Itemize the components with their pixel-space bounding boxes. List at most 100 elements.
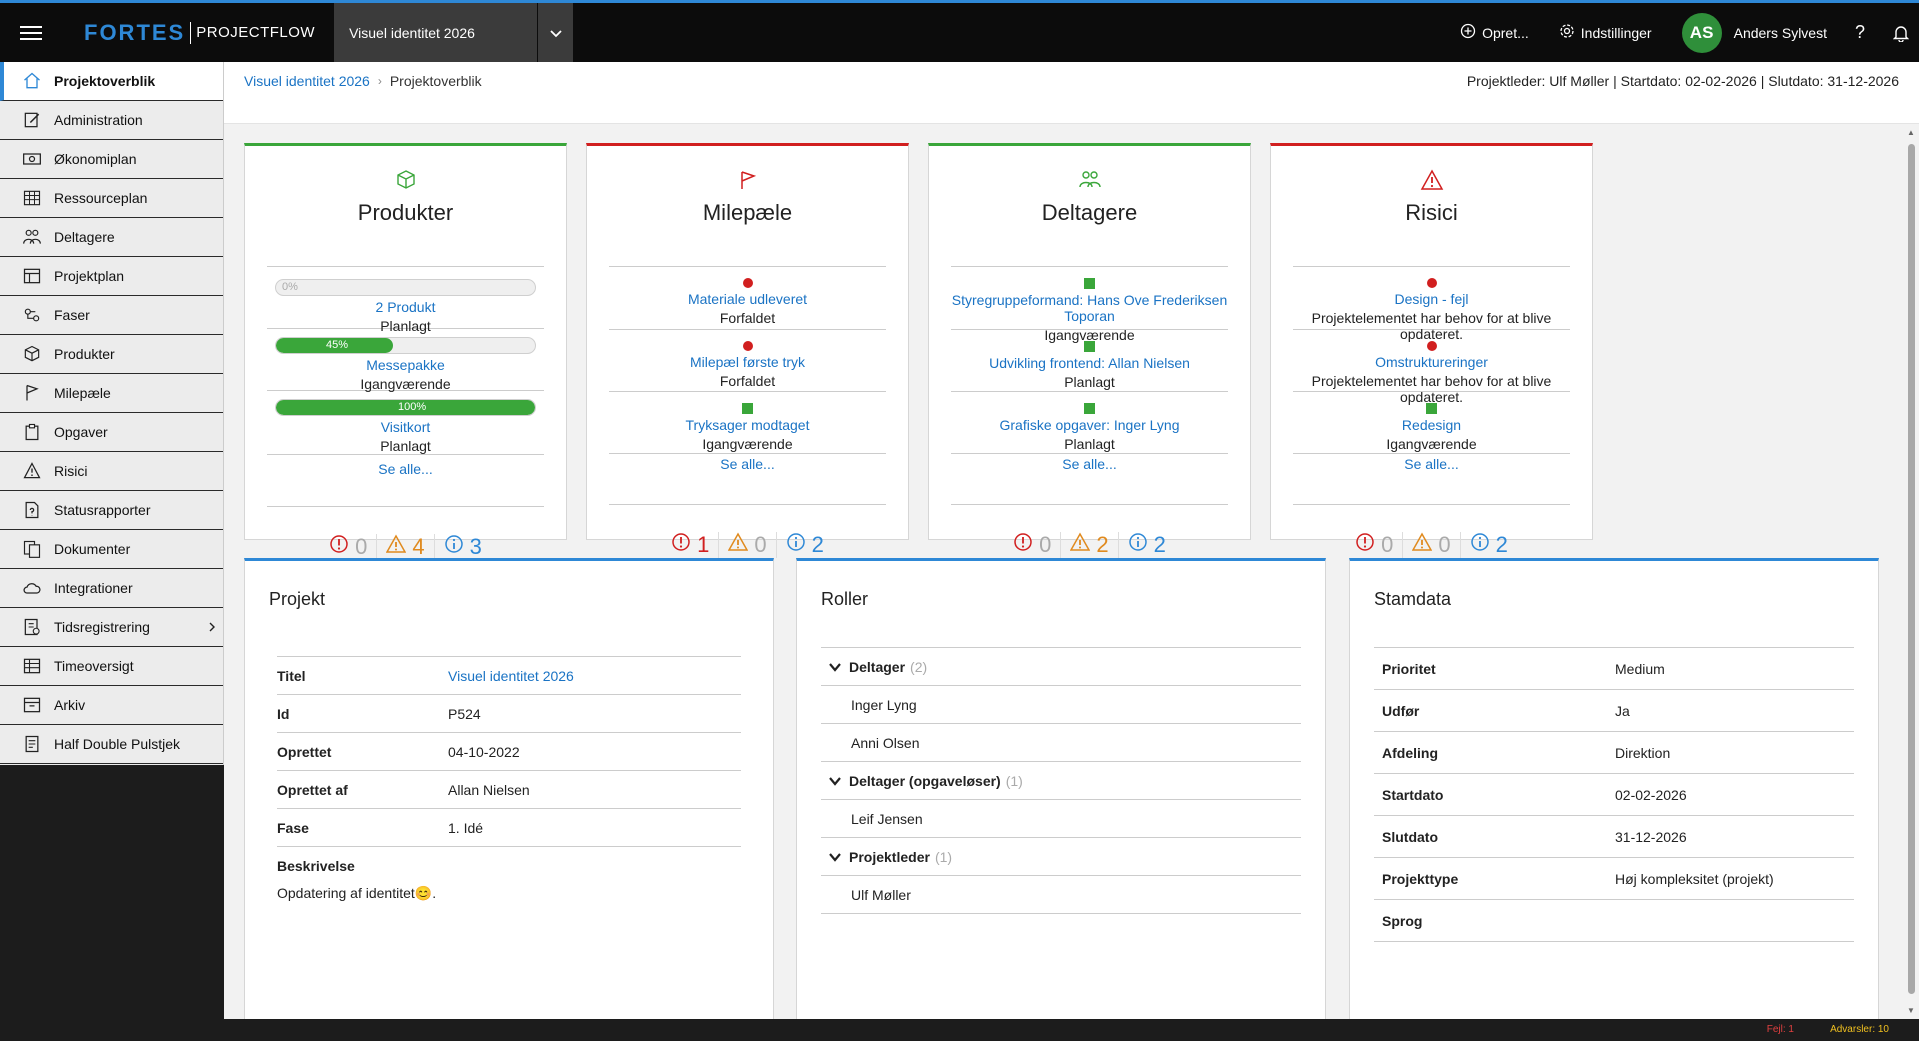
people-icon — [929, 166, 1250, 194]
issue-counts: 0 2 2 — [929, 505, 1250, 585]
sidebar-item-integrationer[interactable]: Integrationer — [0, 569, 223, 608]
see-all-link[interactable]: Se alle... — [1404, 456, 1459, 472]
error-count[interactable]: 0 — [1004, 532, 1060, 558]
field-row: Projekttype Høj kompleksitet (projekt) — [1374, 858, 1854, 900]
milestone-link[interactable]: Tryksager modtaget — [685, 417, 810, 433]
error-count[interactable]: 0 — [1346, 532, 1402, 558]
info-count[interactable]: 3 — [433, 534, 491, 560]
warning-icon — [728, 532, 749, 558]
sidebar-item-projektoverblik[interactable]: Projektoverblik — [0, 62, 223, 101]
product-link[interactable]: Messepakke — [366, 357, 445, 373]
product-name: PROJECTFLOW — [196, 24, 316, 41]
menu-icon[interactable] — [0, 3, 62, 62]
participant-link[interactable]: Grafiske opgaver: Inger Lyng — [999, 417, 1180, 433]
status-errors[interactable]: Fejl: 1 — [1766, 1024, 1794, 1035]
sidebar-item-label: Økonomiplan — [54, 151, 137, 167]
participant-link[interactable]: Styregruppeformand: Hans Ove Frederiksen… — [951, 292, 1228, 324]
scrollbar[interactable]: ▲ ▼ — [1904, 124, 1919, 1019]
sidebar-item-label: Produkter — [54, 346, 115, 362]
sidebar-item-milepæle[interactable]: Milepæle — [0, 374, 223, 413]
risk-link[interactable]: Redesign — [1401, 417, 1462, 433]
app-logo[interactable]: FORTES PROJECTFLOW — [84, 3, 315, 62]
brand-name: FORTES — [84, 19, 186, 45]
sidebar-item-produkter[interactable]: Produkter — [0, 335, 223, 374]
info-count-value: 3 — [469, 534, 482, 559]
status-warnings[interactable]: Advarsler: 10 — [1830, 1024, 1889, 1035]
milestone-link[interactable]: Milepæl første tryk — [689, 354, 806, 370]
box-icon — [245, 166, 566, 194]
project-title-link[interactable]: Visuel identitet 2026 — [448, 667, 574, 684]
error-count[interactable]: 1 — [662, 532, 718, 558]
sidebar-item-administration[interactable]: Administration — [0, 101, 223, 140]
flag-icon — [587, 166, 908, 194]
sidebar-item-label: Integrationer — [54, 580, 133, 596]
risk-status: Projektelementet har behov for at blive … — [1311, 310, 1552, 342]
user-name[interactable]: Anders Sylvest — [1733, 24, 1827, 41]
participant-link[interactable]: Udvikling frontend: Allan Nielsen — [989, 355, 1190, 371]
list-item: 100% Visitkort Planlagt — [267, 391, 544, 455]
sidebar-item-label: Risici — [54, 463, 88, 479]
project-fields: Titel Visuel identitet 2026 Id P524 Oprett… — [277, 656, 741, 902]
help-icon[interactable]: ? — [1855, 22, 1865, 43]
field-key: Slutdato — [1382, 828, 1438, 845]
breadcrumb-project-link[interactable]: Visuel identitet 2026 — [244, 73, 370, 89]
scrollbar-thumb[interactable] — [1908, 144, 1915, 994]
role-group-count: (1) — [1005, 772, 1023, 789]
role-member: Leif Jensen — [821, 800, 1301, 838]
risk-link[interactable]: Design - fejl — [1394, 291, 1469, 307]
milestone-link[interactable]: Materiale udleveret — [687, 291, 808, 307]
project-switcher[interactable]: Visuel identitet 2026 — [334, 3, 574, 62]
sidebar-item-statusrapporter[interactable]: Statusrapporter — [0, 491, 223, 530]
field-row: Afdeling Direktion — [1374, 732, 1854, 774]
sidebar-item-projektplan[interactable]: Projektplan — [0, 257, 223, 296]
sidebar-item-label: Milepæle — [54, 385, 111, 401]
warning-count[interactable]: 0 — [718, 532, 775, 558]
sidebar-item-ressourceplan[interactable]: Ressourceplan — [0, 179, 223, 218]
sidebar-item-label: Arkiv — [54, 697, 86, 713]
product-link[interactable]: Visitkort — [380, 419, 431, 435]
scroll-down-icon[interactable]: ▼ — [1907, 1006, 1915, 1015]
milestone-status: Forfaldet — [719, 310, 776, 326]
panel-title: Roller — [821, 589, 869, 609]
plan-grid-icon — [20, 264, 44, 288]
role-member: Anni Olsen — [821, 724, 1301, 762]
avatar[interactable]: AS — [1681, 12, 1722, 53]
product-link[interactable]: 2 Produkt — [375, 299, 436, 315]
role-group[interactable]: Projektleder (1) — [821, 838, 1301, 876]
warning-count[interactable]: 2 — [1060, 532, 1117, 558]
scroll-up-icon[interactable]: ▲ — [1907, 128, 1915, 137]
sidebar-item-risici[interactable]: Risici — [0, 452, 223, 491]
role-group[interactable]: Deltager (2) — [821, 648, 1301, 686]
settings-button[interactable]: Indstillinger — [1559, 23, 1652, 42]
sidebar-item-tidsregistrering[interactable]: Tidsregistrering — [0, 608, 223, 647]
project-switcher-name[interactable]: Visuel identitet 2026 — [349, 24, 475, 41]
error-count[interactable]: 0 — [320, 534, 376, 560]
sidebar-item-timeoversigt[interactable]: Timeoversigt — [0, 647, 223, 686]
chevron-down-icon — [829, 773, 841, 789]
see-all-link[interactable]: Se alle... — [1062, 456, 1117, 472]
create-button[interactable]: Opret... — [1460, 23, 1529, 42]
progress-label: 0% — [282, 281, 298, 293]
warning-count[interactable]: 4 — [376, 534, 433, 560]
info-count[interactable]: 2 — [1117, 532, 1175, 558]
risk-link[interactable]: Omstruktureringer — [1375, 354, 1488, 370]
home-icon — [20, 69, 44, 93]
participant-list: Styregruppeformand: Hans Ove Frederiksen… — [951, 266, 1228, 505]
role-group[interactable]: Deltager (opgaveløser) (1) — [821, 762, 1301, 800]
sidebar-item-deltagere[interactable]: Deltagere — [0, 218, 223, 257]
field-value: Direktion — [1615, 744, 1671, 761]
info-count[interactable]: 2 — [775, 532, 833, 558]
see-all-link[interactable]: Se alle... — [378, 461, 433, 477]
info-count[interactable]: 2 — [1459, 532, 1517, 558]
see-all-link[interactable]: Se alle... — [720, 456, 775, 472]
sidebar-item-økonomiplan[interactable]: Økonomiplan — [0, 140, 223, 179]
sidebar-item-dokumenter[interactable]: Dokumenter — [0, 530, 223, 569]
warning-count[interactable]: 0 — [1402, 532, 1459, 558]
sidebar-item-half-double-pulstjek[interactable]: Half Double Pulstjek — [0, 725, 223, 764]
sidebar-item-arkiv[interactable]: Arkiv — [0, 686, 223, 725]
bell-icon[interactable] — [1893, 24, 1909, 42]
chevron-right-icon[interactable] — [207, 620, 217, 636]
chevron-down-icon[interactable] — [537, 3, 573, 62]
sidebar-item-faser[interactable]: Faser — [0, 296, 223, 335]
sidebar-item-opgaver[interactable]: Opgaver — [0, 413, 223, 452]
